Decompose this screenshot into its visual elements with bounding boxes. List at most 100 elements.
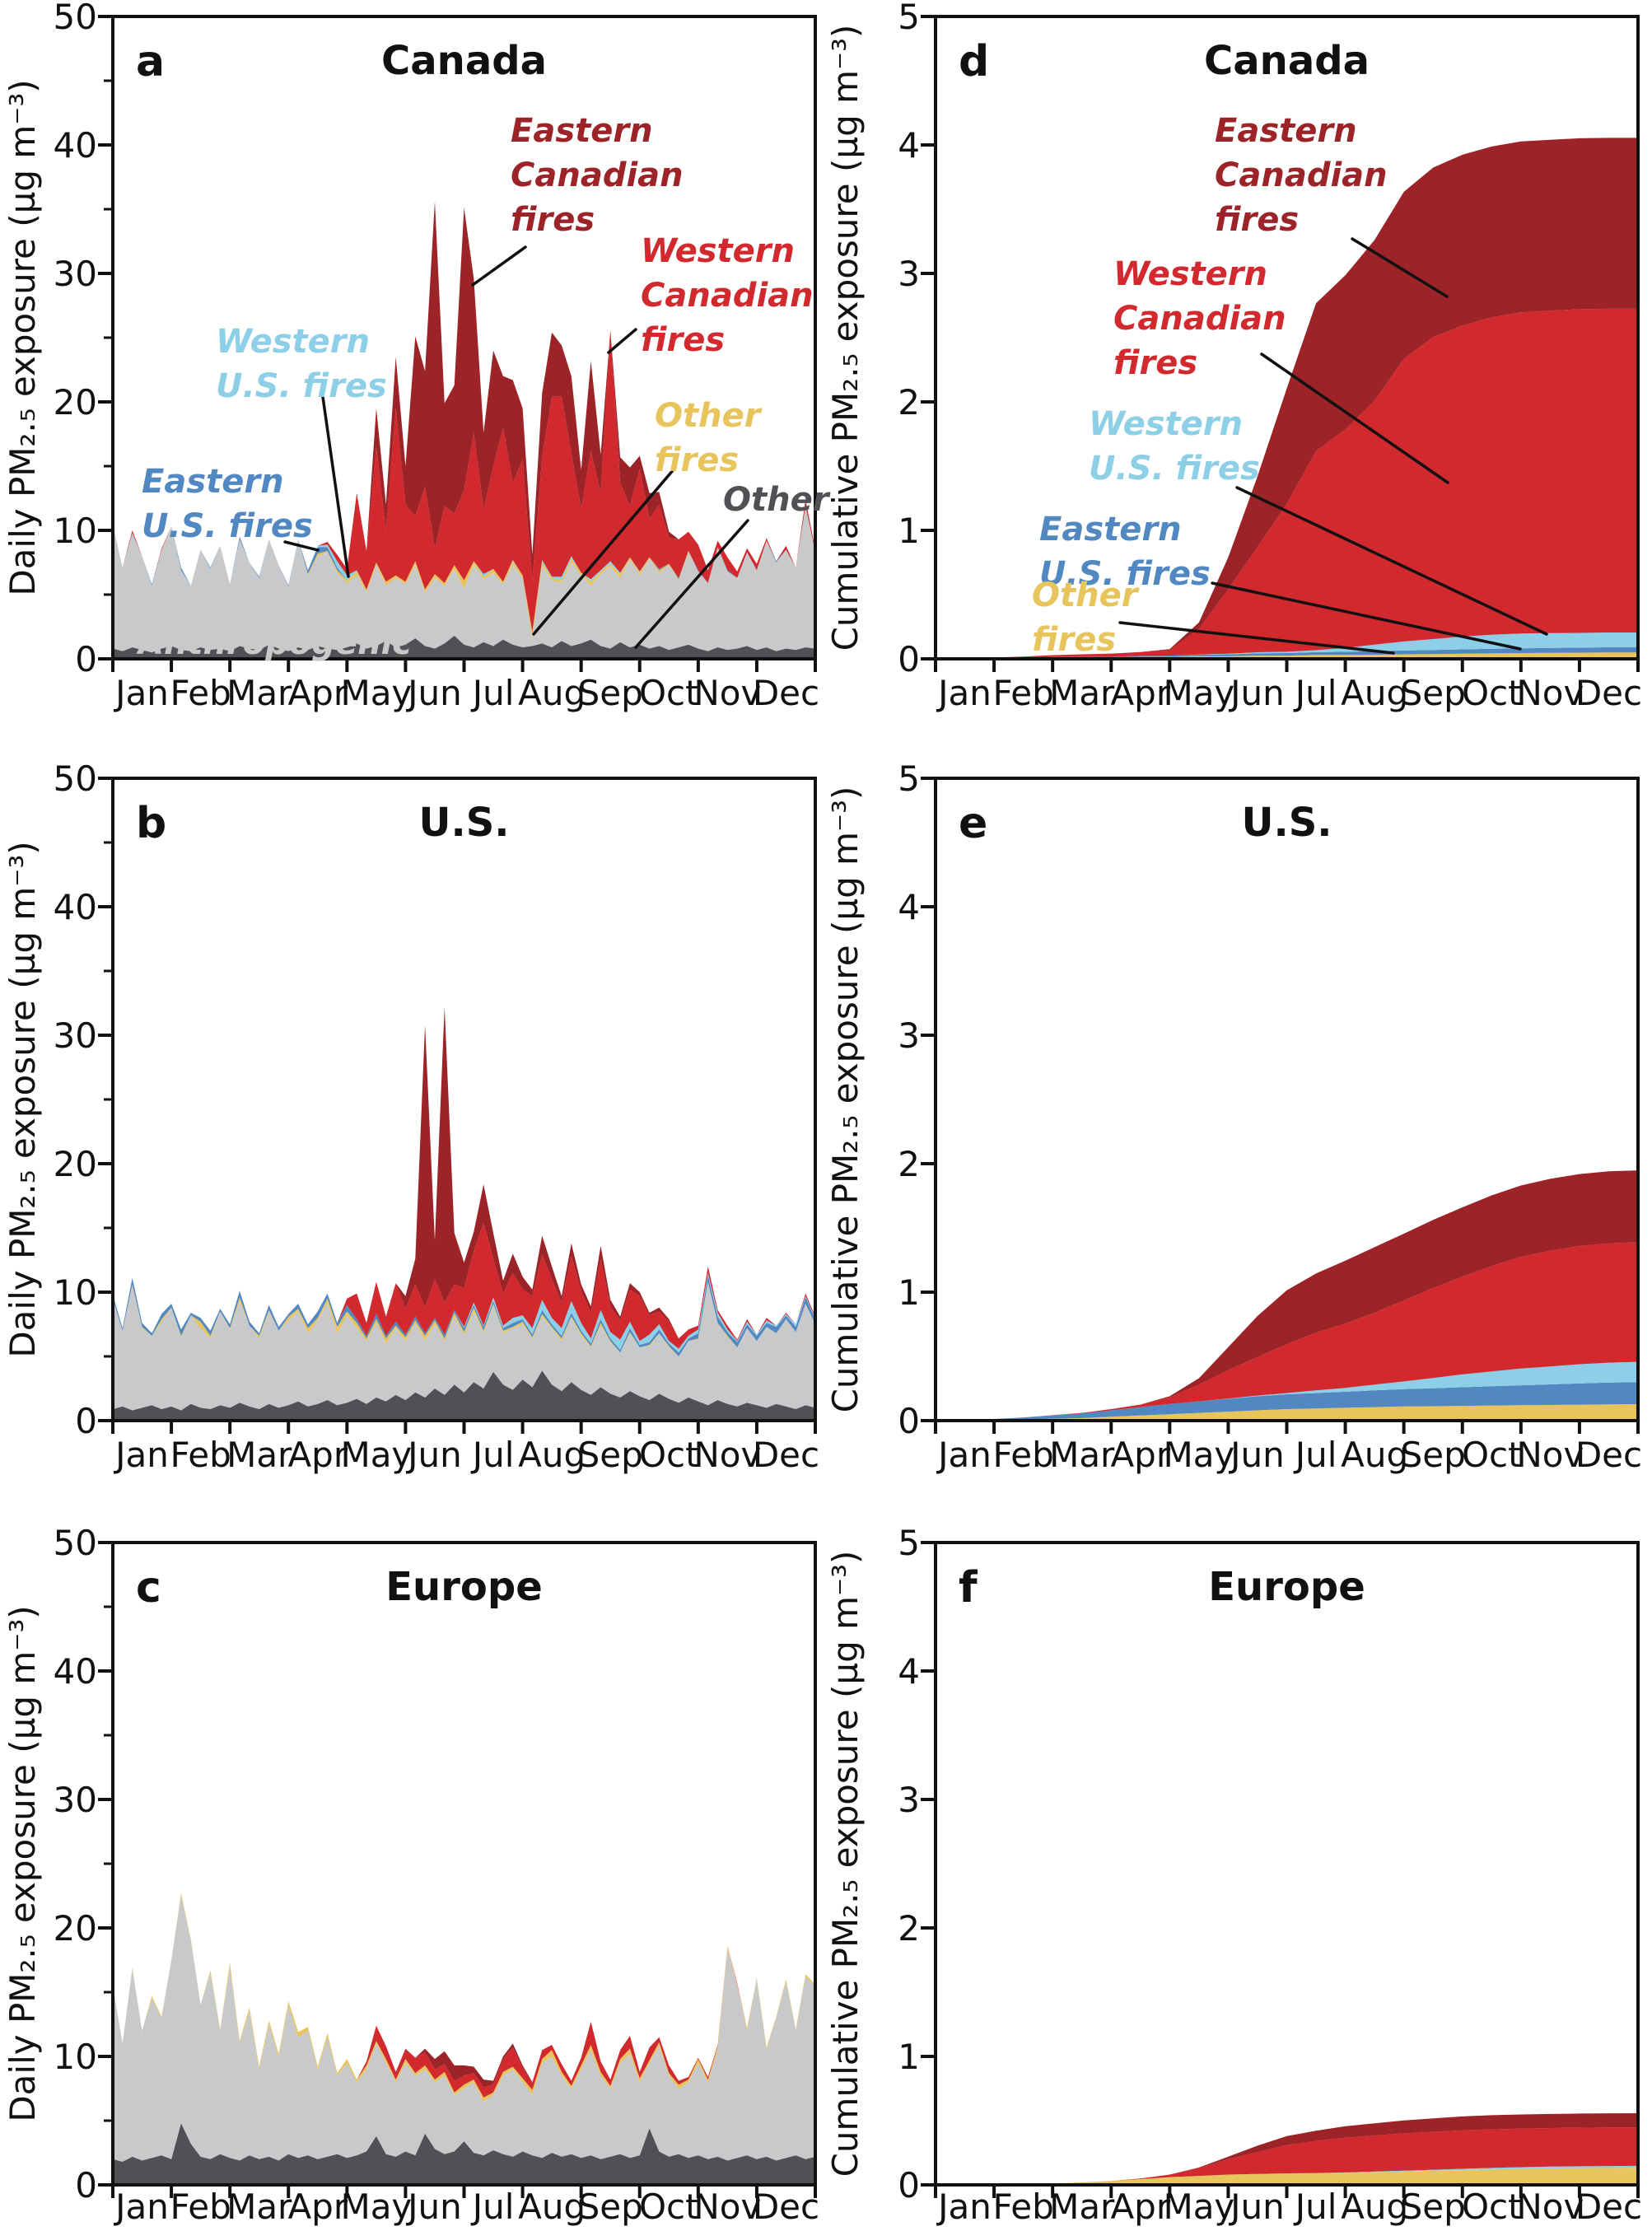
x-tick-label: Mar bbox=[226, 2187, 292, 2227]
panel-letter: f bbox=[959, 1563, 978, 1613]
y-tick-label: 20 bbox=[54, 1144, 97, 1184]
y-tick-label: 3 bbox=[898, 1015, 920, 1056]
panel-title: Canada bbox=[381, 38, 547, 84]
area-eastern_canadian bbox=[113, 201, 815, 586]
y-tick-label: 40 bbox=[54, 1651, 97, 1692]
x-tick-label: May bbox=[340, 1435, 412, 1475]
leader-line-eastern_canadian bbox=[1351, 237, 1449, 298]
x-tick-label: Oct bbox=[639, 673, 699, 713]
y-tick-label: 10 bbox=[54, 1272, 97, 1313]
x-tick-label: Sep bbox=[578, 1435, 643, 1475]
panel-title: U.S. bbox=[1241, 800, 1332, 846]
area-western_canadian bbox=[936, 1242, 1638, 1421]
x-tick-label: Jun bbox=[1228, 673, 1285, 713]
area-eastern_canadian bbox=[936, 2113, 1638, 2185]
x-tick-label: Jun bbox=[405, 673, 462, 713]
area-western_us bbox=[936, 1361, 1638, 1421]
panel-letter: b bbox=[136, 799, 166, 848]
panel-letter: d bbox=[959, 37, 989, 86]
y-tick-label: 0 bbox=[898, 1401, 920, 1441]
area-western_us bbox=[936, 632, 1638, 659]
y-tick-label: 30 bbox=[54, 254, 97, 294]
y-tick-label: 4 bbox=[898, 125, 920, 166]
y-tick-label: 30 bbox=[54, 1780, 97, 1820]
x-tick-label: Oct bbox=[1462, 2187, 1522, 2227]
x-tick-label: Mar bbox=[1049, 673, 1115, 713]
x-tick-label: Jul bbox=[470, 673, 515, 713]
x-tick-label: Jan bbox=[113, 673, 169, 713]
area-western_canadian bbox=[936, 2127, 1638, 2185]
x-tick-label: Jul bbox=[1293, 2187, 1337, 2227]
x-tick-label: Feb bbox=[992, 2187, 1053, 2227]
y-tick-label: 0 bbox=[898, 2165, 920, 2205]
annotation-western_us: Western U.S. fires bbox=[1089, 405, 1260, 488]
x-tick-label: Mar bbox=[1049, 2187, 1115, 2227]
annotation-western_us: Western U.S. fires bbox=[216, 323, 387, 405]
annotation-other: Other bbox=[723, 481, 831, 519]
y-tick-label: 30 bbox=[54, 1015, 97, 1056]
panel-letter: a bbox=[136, 37, 165, 86]
x-tick-label: Feb bbox=[992, 1435, 1053, 1475]
x-tick-label: Aug bbox=[1341, 2187, 1408, 2227]
plot-border bbox=[934, 1541, 1640, 2187]
area-eastern_canadian bbox=[936, 138, 1638, 659]
x-tick-label: Aug bbox=[518, 2187, 586, 2227]
area-western_canadian bbox=[936, 308, 1638, 659]
x-tick-label: May bbox=[1163, 673, 1234, 713]
x-tick-label: May bbox=[1163, 1435, 1234, 1475]
y-tick-label: 0 bbox=[75, 2165, 97, 2205]
x-tick-label: Oct bbox=[1462, 1435, 1522, 1475]
area-anthropogenic bbox=[113, 1281, 815, 1411]
x-tick-label: Feb bbox=[992, 673, 1053, 713]
x-tick-label: Nov bbox=[1516, 2187, 1584, 2227]
x-tick-label: Sep bbox=[1401, 673, 1466, 713]
leader-line-other bbox=[634, 519, 749, 649]
x-tick-label: Dec bbox=[1575, 2187, 1642, 2227]
x-tick-label: Jul bbox=[1293, 1435, 1337, 1475]
area-eastern_us bbox=[936, 1382, 1638, 1421]
x-tick-label: Dec bbox=[753, 1435, 819, 1475]
leader-line-western_canadian bbox=[1260, 352, 1449, 484]
y-tick-label: 5 bbox=[898, 0, 920, 37]
y-axis-label: Cumulative PM₂.₅ exposure (µg m⁻³) bbox=[825, 786, 866, 1413]
panel-title: Europe bbox=[385, 1564, 543, 1610]
y-axis-label: Cumulative PM₂.₅ exposure (µg m⁻³) bbox=[825, 25, 866, 651]
area-other_fires bbox=[936, 2168, 1638, 2185]
x-tick-label: Oct bbox=[639, 2187, 699, 2227]
leader-line-eastern_us bbox=[1211, 581, 1522, 651]
x-tick-label: Feb bbox=[170, 673, 231, 713]
x-tick-label: Mar bbox=[226, 673, 292, 713]
x-tick-label: Nov bbox=[1516, 673, 1584, 713]
x-tick-label: Feb bbox=[170, 1435, 231, 1475]
panel-letter: c bbox=[136, 1563, 161, 1613]
x-tick-label: Sep bbox=[1401, 2187, 1466, 2227]
y-tick-label: 2 bbox=[898, 382, 920, 422]
y-tick-label: 5 bbox=[898, 1523, 920, 1563]
annotation-eastern_canadian: Eastern Canadian fires bbox=[511, 112, 684, 239]
leader-line-other_fires bbox=[532, 468, 675, 636]
y-axis-label: Cumulative PM₂.₅ exposure (µg m⁻³) bbox=[825, 1551, 866, 2177]
x-tick-label: Feb bbox=[170, 2187, 231, 2227]
x-tick-label: Aug bbox=[1341, 1435, 1408, 1475]
x-tick-label: Jun bbox=[1228, 2187, 1285, 2227]
annotation-eastern_us: Eastern U.S. fires bbox=[1039, 511, 1211, 593]
x-tick-label: Oct bbox=[639, 1435, 699, 1475]
annotation-eastern_us: Eastern U.S. fires bbox=[142, 463, 313, 545]
x-tick-label: Sep bbox=[578, 673, 643, 713]
y-tick-label: 20 bbox=[54, 1908, 97, 1949]
area-other_fires bbox=[936, 1404, 1638, 1421]
annotation-eastern_canadian: Eastern Canadian fires bbox=[1215, 112, 1388, 239]
leader-line-other_fires bbox=[1118, 621, 1395, 655]
x-tick-label: Apr bbox=[1110, 673, 1170, 713]
leader-line-western_canadian bbox=[607, 328, 637, 354]
y-tick-label: 1 bbox=[898, 2037, 920, 2077]
x-tick-label: Aug bbox=[518, 673, 586, 713]
y-tick-label: 10 bbox=[54, 2037, 97, 2077]
panel-title: Canada bbox=[1204, 38, 1370, 84]
annotation-anthropogenic: Anthropogenic bbox=[136, 624, 412, 662]
y-tick-label: 5 bbox=[898, 758, 920, 799]
annotation-other_fires: Other fires bbox=[1032, 576, 1140, 659]
